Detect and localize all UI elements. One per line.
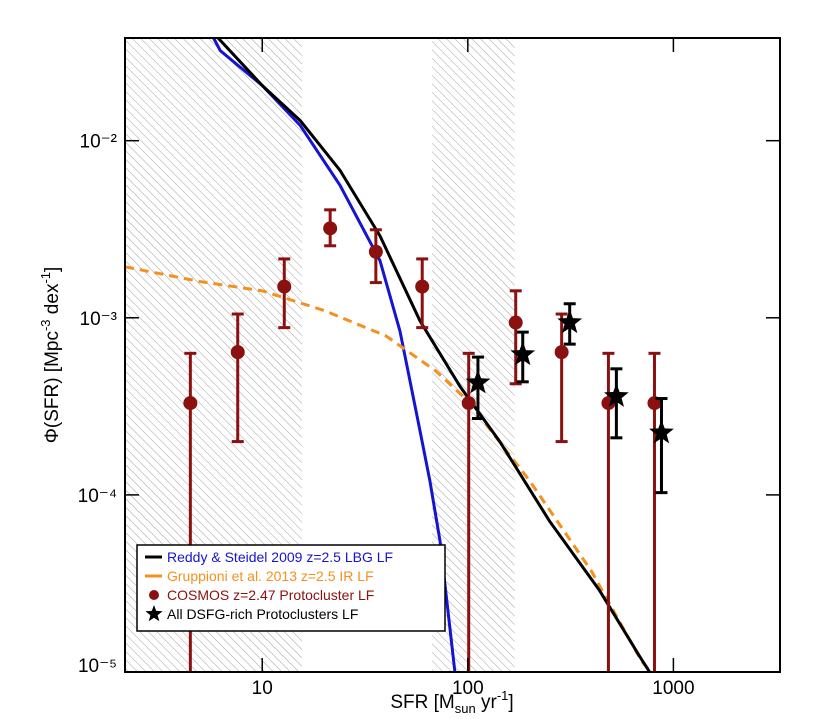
data-point	[465, 369, 491, 394]
x-axis-label: SFR [Msun yr-1]	[390, 688, 513, 716]
data-point	[649, 419, 674, 444]
legend-box	[136, 544, 446, 632]
y-axis-label: Φ(SFR) [Mpc-3 dex-1]	[38, 267, 63, 444]
x-tick-label: 10	[252, 678, 273, 699]
data-point	[415, 279, 430, 294]
data-point	[323, 221, 338, 236]
data-point	[183, 396, 198, 411]
x-tick-label: 1000	[652, 678, 694, 699]
y-tick-label: 10⁻⁴	[78, 486, 117, 507]
x-tick-label: 100	[452, 678, 484, 699]
y-tick-label: 10⁻²	[80, 132, 118, 153]
legend-swatch	[145, 605, 163, 622]
line-series	[212, 38, 457, 672]
legend-label: COSMOS z=2.47 Protocluster LF	[167, 587, 374, 603]
data-point	[604, 383, 629, 407]
data-point	[230, 345, 245, 360]
data-point	[368, 244, 383, 259]
line-series	[217, 38, 651, 672]
legend-swatch	[149, 590, 159, 600]
data-point	[557, 309, 583, 334]
data-point	[277, 279, 292, 294]
legend-label: All DSFG-rich Protoclusters LF	[167, 606, 358, 622]
y-tick-label: 10⁻³	[80, 309, 118, 330]
plot-frame	[124, 37, 781, 673]
legend-label: Gruppioni et al. 2013 z=2.5 IR LF	[167, 568, 374, 584]
data-point	[554, 345, 569, 360]
legend-label: Reddy & Steidel 2009 z=2.5 LBG LF	[167, 549, 393, 565]
data-point	[461, 396, 476, 411]
data-point	[508, 315, 523, 330]
y-tick-label: 10⁻⁵	[78, 656, 117, 677]
data-point	[510, 341, 536, 366]
shaded-range	[432, 38, 515, 672]
